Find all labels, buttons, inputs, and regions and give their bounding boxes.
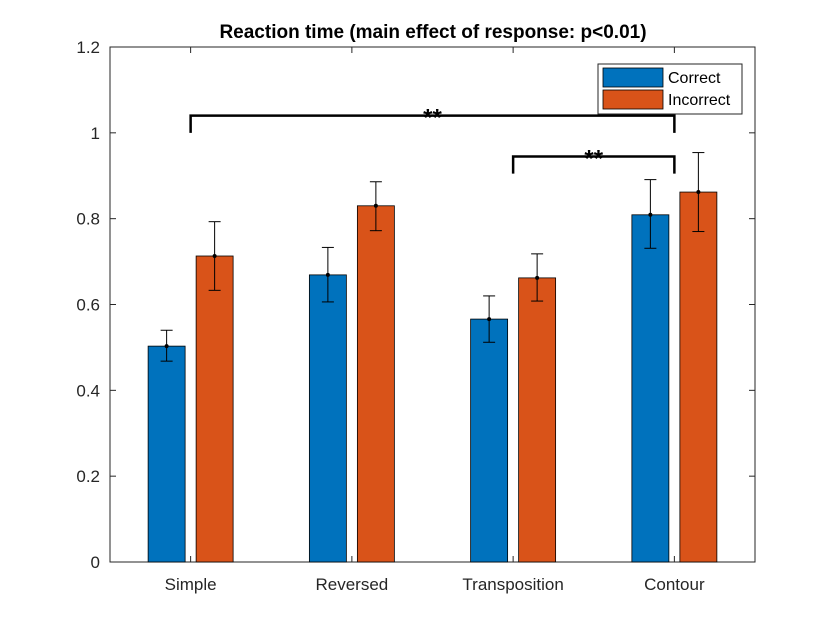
x-tick-label: Reversed bbox=[315, 575, 388, 594]
y-tick-label: 1 bbox=[91, 124, 100, 143]
mean-point bbox=[648, 212, 653, 217]
bar-correct bbox=[147, 345, 186, 563]
chart-title: Reaction time (main effect of response: … bbox=[219, 22, 646, 43]
legend-label-incorrect: Incorrect bbox=[668, 92, 731, 109]
x-tick-label: Transposition bbox=[462, 575, 563, 594]
plot-area: 0 0.2 0.4 0.6 0.8 1 1.2 Simple Reversed Transposi… bbox=[76, 38, 756, 594]
mean-point bbox=[164, 344, 169, 349]
mean-point bbox=[373, 203, 378, 208]
legend-label-correct: Correct bbox=[668, 70, 721, 87]
y-tick-label: 0.6 bbox=[76, 296, 100, 315]
y-tick-label: 0.4 bbox=[76, 381, 100, 400]
significance-marker: ** bbox=[423, 105, 442, 132]
y-tick-label: 0.8 bbox=[76, 210, 100, 229]
mean-point bbox=[212, 254, 217, 259]
mean-point bbox=[696, 190, 701, 195]
significance-bracket bbox=[189, 114, 676, 133]
x-tick-label: Contour bbox=[644, 575, 705, 594]
mean-point bbox=[325, 272, 330, 277]
y-tick-label: 0 bbox=[91, 553, 100, 572]
bar-incorrect bbox=[195, 255, 234, 563]
mean-point bbox=[535, 275, 540, 280]
bar-correct bbox=[470, 318, 509, 563]
legend-swatch-correct bbox=[602, 67, 664, 88]
bar-incorrect bbox=[518, 277, 557, 563]
significance-marker: ** bbox=[584, 145, 603, 172]
y-tick-label: 0.2 bbox=[76, 467, 100, 486]
significance-bracket bbox=[511, 155, 676, 174]
legend-swatch-incorrect bbox=[602, 89, 664, 110]
bar-incorrect bbox=[356, 205, 395, 563]
mean-point bbox=[487, 317, 492, 322]
bar-incorrect bbox=[679, 191, 718, 563]
x-tick-label: Simple bbox=[165, 575, 217, 594]
bar-correct bbox=[631, 214, 670, 563]
y-tick-label: 1.2 bbox=[76, 38, 100, 57]
bar-correct bbox=[308, 274, 347, 563]
